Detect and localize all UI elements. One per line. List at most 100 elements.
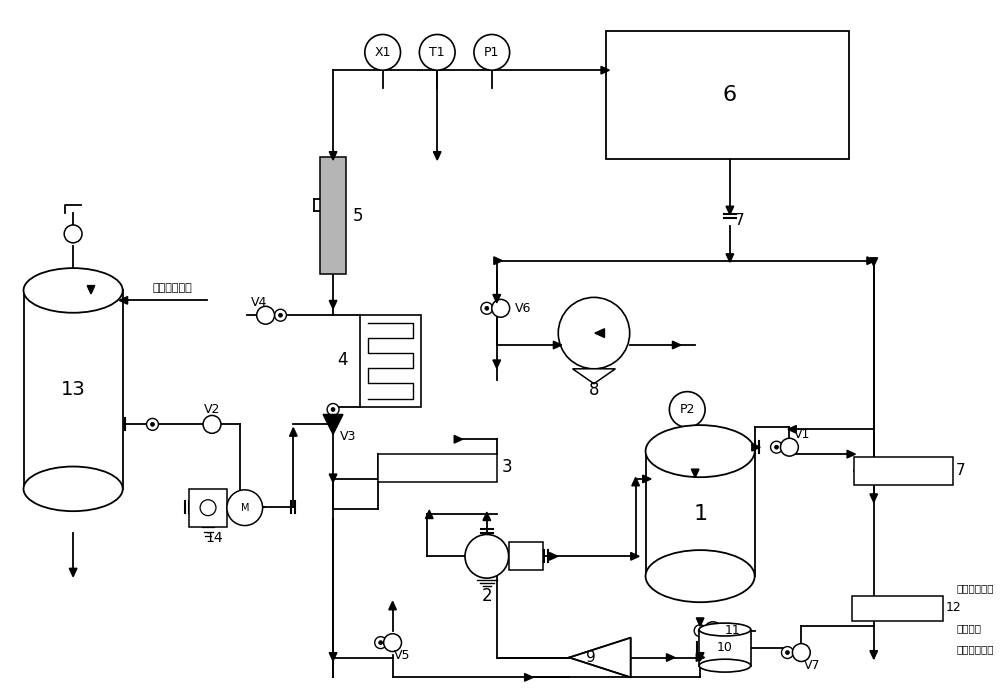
Bar: [24, 290, 123, 489]
Polygon shape: [595, 328, 604, 337]
Text: 14: 14: [205, 531, 223, 546]
Polygon shape: [601, 66, 609, 74]
Text: V6: V6: [515, 302, 531, 315]
Circle shape: [704, 622, 722, 640]
Circle shape: [275, 309, 286, 321]
Polygon shape: [870, 258, 878, 266]
Polygon shape: [553, 341, 562, 349]
Circle shape: [474, 34, 510, 70]
Circle shape: [780, 438, 798, 456]
Polygon shape: [323, 415, 343, 434]
Polygon shape: [454, 435, 463, 443]
Text: P1: P1: [484, 46, 499, 59]
Text: 1: 1: [693, 504, 707, 524]
Polygon shape: [119, 297, 128, 304]
Text: 8: 8: [589, 381, 599, 399]
Polygon shape: [569, 638, 631, 678]
Circle shape: [203, 415, 221, 433]
Text: 2: 2: [482, 587, 492, 605]
Circle shape: [669, 392, 705, 427]
Polygon shape: [329, 653, 337, 661]
Text: V1: V1: [794, 428, 810, 441]
Circle shape: [481, 302, 493, 314]
Circle shape: [694, 624, 706, 637]
Text: M: M: [241, 503, 249, 513]
Polygon shape: [573, 369, 615, 384]
Circle shape: [200, 500, 216, 515]
Text: 排渗管道: 排渗管道: [956, 623, 981, 633]
Circle shape: [785, 651, 789, 655]
Polygon shape: [631, 553, 639, 560]
Bar: [852, 596, 943, 621]
Text: 9: 9: [586, 650, 596, 665]
Polygon shape: [389, 602, 396, 610]
Polygon shape: [433, 152, 441, 160]
Polygon shape: [696, 653, 705, 661]
Circle shape: [327, 404, 339, 415]
Circle shape: [419, 34, 455, 70]
Bar: [606, 30, 849, 159]
Text: 12: 12: [946, 602, 962, 614]
Text: 冷凝水出口管: 冷凝水出口管: [956, 644, 994, 655]
Bar: [699, 629, 751, 666]
Circle shape: [698, 629, 702, 633]
Polygon shape: [329, 424, 337, 433]
Circle shape: [379, 640, 383, 644]
Circle shape: [257, 306, 275, 324]
Polygon shape: [726, 254, 734, 262]
Polygon shape: [549, 553, 558, 560]
Text: X1: X1: [374, 46, 391, 59]
Ellipse shape: [646, 425, 755, 477]
Circle shape: [465, 535, 509, 578]
Ellipse shape: [699, 623, 751, 636]
Ellipse shape: [646, 550, 755, 602]
Text: T1: T1: [429, 46, 445, 59]
Text: 冷凝水进口管: 冷凝水进口管: [956, 583, 994, 593]
Polygon shape: [632, 477, 639, 486]
Polygon shape: [329, 300, 337, 309]
Polygon shape: [788, 426, 796, 433]
Text: 11: 11: [725, 624, 741, 638]
Circle shape: [492, 299, 510, 317]
Circle shape: [331, 408, 335, 411]
Circle shape: [227, 490, 263, 526]
Text: P2: P2: [680, 403, 695, 416]
Circle shape: [64, 225, 82, 243]
Polygon shape: [290, 428, 297, 436]
Circle shape: [384, 633, 402, 651]
Text: V7: V7: [804, 659, 821, 672]
Bar: [320, 157, 346, 273]
Bar: [360, 315, 421, 406]
Polygon shape: [329, 152, 337, 160]
Polygon shape: [691, 469, 699, 477]
Polygon shape: [483, 512, 491, 520]
Polygon shape: [752, 444, 760, 451]
Polygon shape: [643, 475, 651, 483]
Polygon shape: [69, 569, 77, 577]
Polygon shape: [696, 618, 704, 627]
Polygon shape: [696, 653, 704, 661]
Polygon shape: [672, 341, 681, 349]
Polygon shape: [726, 206, 734, 215]
Text: V3: V3: [340, 430, 356, 443]
Polygon shape: [867, 257, 875, 264]
Bar: [854, 457, 953, 485]
Text: V5: V5: [394, 649, 411, 662]
Text: 10: 10: [717, 641, 733, 654]
Polygon shape: [425, 510, 433, 518]
Text: 除盐水补给管: 除盐水补给管: [152, 284, 192, 293]
Text: 7: 7: [956, 464, 966, 478]
Polygon shape: [87, 286, 95, 294]
Text: 7: 7: [735, 213, 744, 228]
Circle shape: [278, 313, 282, 317]
Circle shape: [771, 441, 782, 453]
Circle shape: [151, 422, 154, 426]
Ellipse shape: [24, 466, 123, 511]
Polygon shape: [494, 257, 502, 264]
Circle shape: [558, 297, 630, 369]
Circle shape: [375, 637, 387, 649]
Polygon shape: [329, 474, 337, 482]
Circle shape: [781, 647, 793, 658]
Polygon shape: [525, 673, 533, 681]
Circle shape: [775, 445, 779, 449]
